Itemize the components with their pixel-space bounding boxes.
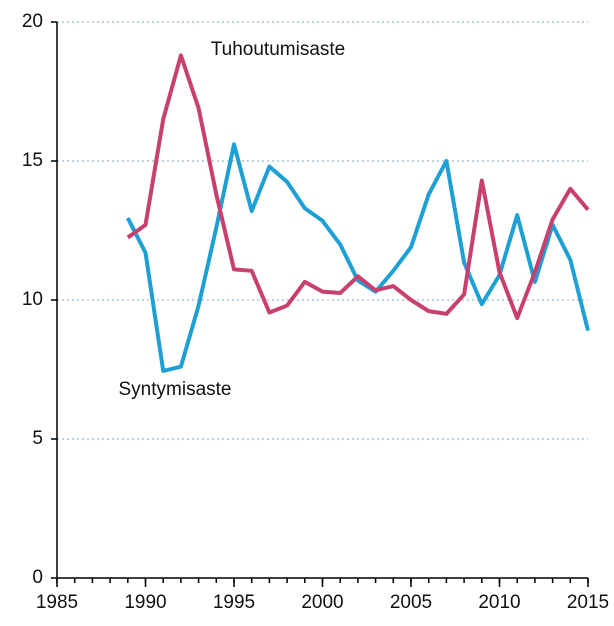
series-label: Tuhoutumisaste <box>211 39 345 60</box>
y-tick-label: 5 <box>32 428 43 449</box>
x-tick-label: 2010 <box>478 592 520 613</box>
x-tick-label: 1990 <box>124 592 166 613</box>
series-label: Syntymisaste <box>119 379 232 400</box>
x-tick-label: 1985 <box>36 592 78 613</box>
y-tick-label: 0 <box>32 567 43 588</box>
x-tick-label: 2015 <box>567 592 609 613</box>
x-tick-label: 1995 <box>213 592 255 613</box>
y-tick-label: 15 <box>22 150 43 171</box>
x-tick-label: 2000 <box>301 592 343 613</box>
line-series <box>126 142 590 373</box>
y-tick-label: 10 <box>22 289 43 310</box>
line-series <box>126 53 590 321</box>
x-tick-label: 2005 <box>390 592 432 613</box>
y-tick-label: 20 <box>22 11 43 32</box>
